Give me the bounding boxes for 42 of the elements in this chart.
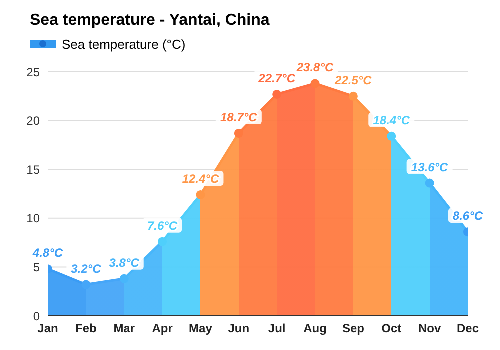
point xyxy=(387,132,396,141)
x-tick-label: Jun xyxy=(228,322,250,336)
point xyxy=(158,237,168,246)
x-tick-label: Sep xyxy=(342,322,364,336)
data-label: 22.7°C xyxy=(258,71,296,86)
y-tick-label: 25 xyxy=(26,65,40,80)
x-tick-label: Apr xyxy=(152,322,174,336)
x-tick-label: May xyxy=(189,322,213,336)
x-tick-label: Jul xyxy=(268,322,286,336)
x-tick-label: Oct xyxy=(382,322,402,336)
point xyxy=(196,190,206,200)
point xyxy=(82,280,91,290)
point xyxy=(120,274,129,284)
data-label: 22.5°C xyxy=(334,73,372,88)
data-label: 18.7°C xyxy=(220,110,258,124)
x-tick-label: Jan xyxy=(38,322,58,336)
point xyxy=(425,178,434,188)
data-label: 7.6°C xyxy=(147,218,178,233)
x-tick-label: Mar xyxy=(114,322,136,336)
y-tick-label: 10 xyxy=(26,212,40,226)
x-tick-label: Dec xyxy=(456,322,480,336)
point xyxy=(348,92,358,101)
x-tick-label: Aug xyxy=(304,322,327,336)
y-tick-label: 20 xyxy=(26,114,40,128)
data-label: 8.6°C xyxy=(452,209,484,224)
data-label: 18.4°C xyxy=(373,113,410,128)
data-label: 23.8°C xyxy=(296,60,334,75)
x-tick-label: Feb xyxy=(76,322,97,336)
data-label: 3.8°C xyxy=(109,256,140,270)
x-tick-label: Nov xyxy=(418,322,442,336)
y-tick-label: 0 xyxy=(33,309,40,324)
legend-label: Sea temperature (°C) xyxy=(62,36,186,52)
data-label: 12.4°C xyxy=(182,172,220,186)
data-label: 13.6°C xyxy=(411,160,449,174)
data-label: 4.8°C xyxy=(32,246,64,260)
data-label: 3.2°C xyxy=(71,262,102,276)
point xyxy=(234,128,244,138)
y-tick-label: 15 xyxy=(26,162,40,177)
point xyxy=(272,90,282,99)
y-tick-label: 5 xyxy=(33,260,40,274)
chart-title: Sea temperature - Yantai, China xyxy=(29,11,271,31)
point xyxy=(310,79,320,88)
